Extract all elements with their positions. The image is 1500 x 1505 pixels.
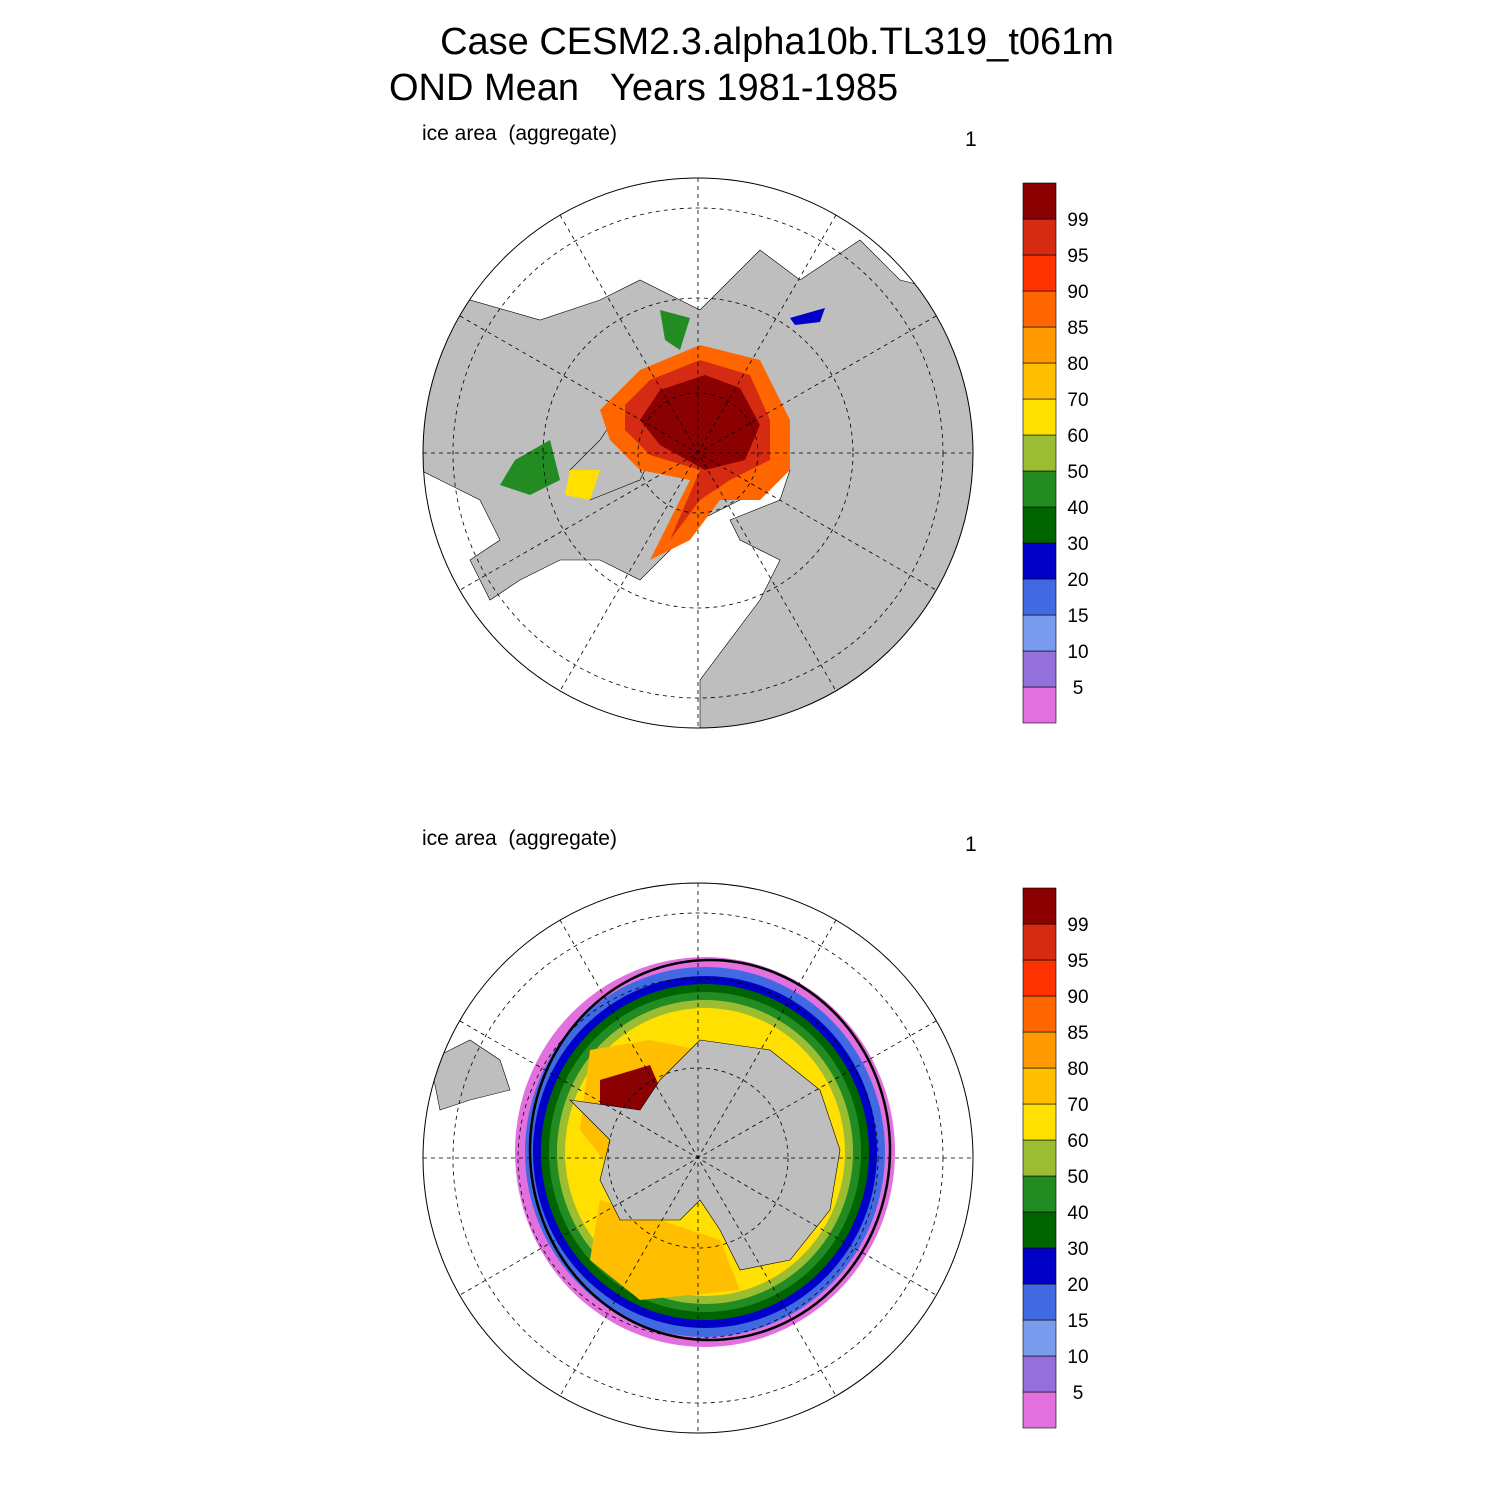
ice-area bbox=[790, 308, 825, 325]
colorbar-box bbox=[1022, 1211, 1057, 1249]
panel-number: 1 bbox=[965, 833, 977, 856]
colorbar-box bbox=[1022, 1139, 1057, 1177]
colorbar-label: 15 bbox=[1067, 606, 1088, 627]
colorbar-label: 70 bbox=[1067, 1095, 1088, 1116]
colorbar-box bbox=[1022, 362, 1057, 400]
colorbar-label: 60 bbox=[1067, 1131, 1088, 1152]
colorbar-box bbox=[1022, 1031, 1057, 1069]
colorbar-box bbox=[1022, 506, 1057, 544]
colorbar-box bbox=[1022, 995, 1057, 1033]
colorbar-label: 20 bbox=[1067, 570, 1088, 591]
contour-line bbox=[528, 958, 892, 1342]
map-border bbox=[422, 177, 974, 729]
panel-number: 1 bbox=[965, 128, 977, 151]
colorbar-box bbox=[1022, 1283, 1057, 1321]
colorbar-box bbox=[1022, 1103, 1057, 1141]
colorbar-box bbox=[1022, 614, 1057, 652]
title-line-2: OND Mean Years 1981-1985 bbox=[389, 67, 898, 109]
north-map bbox=[422, 177, 974, 729]
colorbar-label: 10 bbox=[1067, 642, 1088, 663]
colorbar-box bbox=[1022, 290, 1057, 328]
colorbar-box bbox=[1022, 542, 1057, 580]
south-map bbox=[422, 882, 974, 1434]
colorbar-label: 90 bbox=[1067, 987, 1088, 1008]
colorbar-box bbox=[1022, 434, 1057, 472]
panel-label: ice area (aggregate) bbox=[422, 827, 617, 850]
colorbar-box bbox=[1022, 1067, 1057, 1105]
colorbar-box bbox=[1022, 254, 1057, 292]
ice-area bbox=[565, 470, 600, 500]
land bbox=[429, 1039, 511, 1111]
colorbar-box bbox=[1022, 959, 1057, 997]
colorbar-label: 30 bbox=[1067, 1239, 1088, 1260]
colorbar-label: 80 bbox=[1067, 354, 1088, 375]
colorbar-box bbox=[1022, 182, 1057, 220]
colorbar-box bbox=[1022, 1175, 1057, 1213]
colorbar-label: 99 bbox=[1067, 915, 1088, 936]
colorbar-label: 5 bbox=[1073, 1383, 1084, 1404]
colorbar-box bbox=[1022, 470, 1057, 508]
longitude-lines bbox=[423, 883, 973, 1433]
colorbar-box bbox=[1022, 923, 1057, 961]
colorbar-label: 50 bbox=[1067, 462, 1088, 483]
colorbar-box bbox=[1022, 1391, 1057, 1429]
colorbar-box bbox=[1022, 686, 1057, 724]
ice-area bbox=[590, 1200, 740, 1300]
land bbox=[569, 1039, 841, 1271]
colorbar-label: 50 bbox=[1067, 1167, 1088, 1188]
colorbar-label: 85 bbox=[1067, 1023, 1088, 1044]
colorbar-label: 10 bbox=[1067, 1347, 1088, 1368]
colorbar-box bbox=[1022, 650, 1057, 688]
latitude-line bbox=[637, 392, 759, 514]
colorbar-label: 85 bbox=[1067, 318, 1088, 339]
colorbar-label: 20 bbox=[1067, 1275, 1088, 1296]
colorbar-label: 99 bbox=[1067, 210, 1088, 231]
latitude-line bbox=[517, 977, 879, 1339]
title-line-1: Case CESM2.3.alpha10b.TL319_t061m bbox=[440, 21, 1114, 63]
colorbar-box bbox=[1022, 398, 1057, 436]
colorbar-label: 90 bbox=[1067, 282, 1088, 303]
colorbar-label: 95 bbox=[1067, 246, 1088, 267]
colorbar-label: 80 bbox=[1067, 1059, 1088, 1080]
ice-area bbox=[640, 375, 760, 470]
colorbar-label: 15 bbox=[1067, 1311, 1088, 1332]
colorbar-box bbox=[1022, 1319, 1057, 1357]
colorbar-box bbox=[1022, 578, 1057, 616]
ice-area bbox=[660, 310, 690, 350]
panel-label: ice area (aggregate) bbox=[422, 122, 617, 145]
colorbar-label: 70 bbox=[1067, 390, 1088, 411]
colorbar-label: 40 bbox=[1067, 498, 1088, 519]
colorbar-label: 40 bbox=[1067, 1203, 1088, 1224]
colorbar-label: 95 bbox=[1067, 951, 1088, 972]
colorbar-box bbox=[1022, 218, 1057, 256]
colorbar-box bbox=[1022, 887, 1057, 925]
colorbar-box bbox=[1022, 326, 1057, 364]
colorbar-label: 5 bbox=[1073, 678, 1084, 699]
longitude-lines bbox=[423, 178, 973, 728]
colorbar-label: 60 bbox=[1067, 426, 1088, 447]
colorbar-box bbox=[1022, 1247, 1057, 1285]
ice-area bbox=[500, 440, 560, 495]
colorbar-label: 30 bbox=[1067, 534, 1088, 555]
colorbar-box bbox=[1022, 1355, 1057, 1393]
map-border bbox=[422, 882, 974, 1434]
